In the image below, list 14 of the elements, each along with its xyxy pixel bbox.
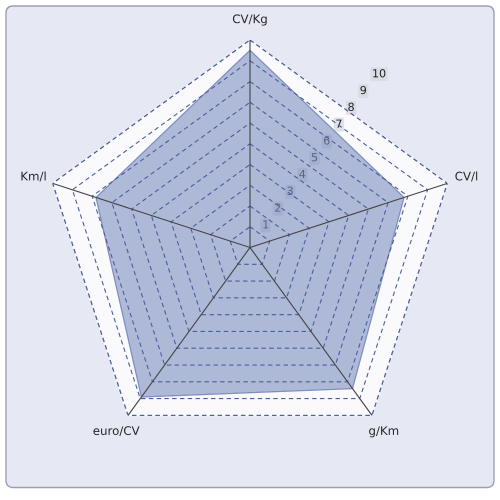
y-tick-label: 5 — [312, 153, 318, 162]
y-tick-label: 9 — [360, 86, 366, 94]
spoke-label: euro/CV — [93, 426, 140, 436]
spoke-label: Km/l — [21, 171, 46, 182]
y-tick-label: 8 — [348, 102, 354, 112]
spoke-label: CV/Kg — [232, 14, 267, 26]
spoke-label: CV/l — [455, 171, 478, 182]
y-tick-label: 3 — [287, 186, 293, 195]
y-tick-label: 4 — [299, 170, 306, 178]
y-tick-label: 6 — [324, 136, 330, 145]
y-tick-label: 2 — [275, 203, 280, 212]
y-tick-label: 1 — [263, 220, 268, 228]
y-tick-label: 10 — [373, 69, 386, 78]
spoke-label: g/Km — [369, 426, 398, 438]
